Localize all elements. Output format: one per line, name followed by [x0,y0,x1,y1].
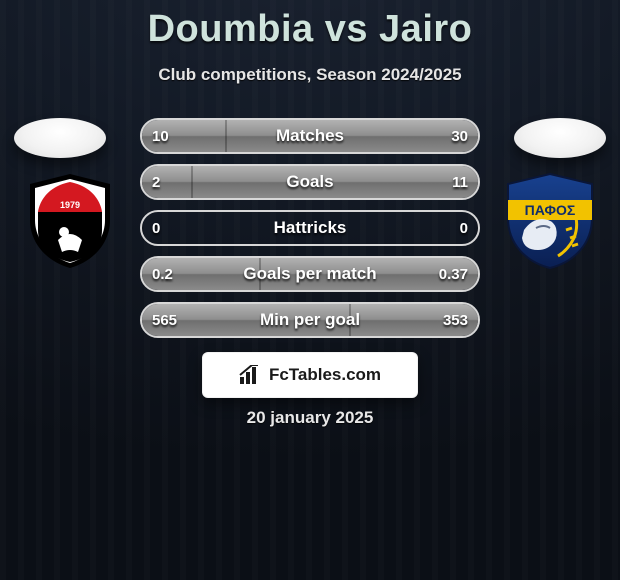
player-photo-left [14,118,106,158]
stat-bar: 0.20.37Goals per match [140,256,480,292]
stat-label: Goals per match [142,258,478,290]
brand-text: FcTables.com [269,365,381,385]
stat-label: Matches [142,120,478,152]
date-text: 20 january 2025 [0,408,620,428]
crest-text: ΠΑΦΟΣ [525,202,576,218]
stat-bar: 211Goals [140,164,480,200]
club-crest-left: 1979 [20,170,120,270]
brand-card: FcTables.com [202,352,418,398]
player-photo-right [514,118,606,158]
club-crest-right: ΠΑΦΟΣ [500,170,600,270]
stat-bar: 565353Min per goal [140,302,480,338]
stat-label: Hattricks [142,212,478,244]
infographic-root: Doumbia vs Jairo Club competitions, Seas… [0,0,620,580]
stat-label: Goals [142,166,478,198]
shield-icon: ΠΑΦΟΣ [500,170,600,270]
page-title: Doumbia vs Jairo [0,0,620,51]
page-subtitle: Club competitions, Season 2024/2025 [0,65,620,85]
shield-icon: 1979 [20,170,120,270]
stat-bar: 00Hattricks [140,210,480,246]
stat-bars: 1030Matches 211Goals 00Hattricks 0.20.37Goa… [140,118,480,348]
stat-bar: 1030Matches [140,118,480,154]
svg-text:1979: 1979 [60,200,80,210]
bar-chart-icon [239,365,261,385]
stat-label: Min per goal [142,304,478,336]
